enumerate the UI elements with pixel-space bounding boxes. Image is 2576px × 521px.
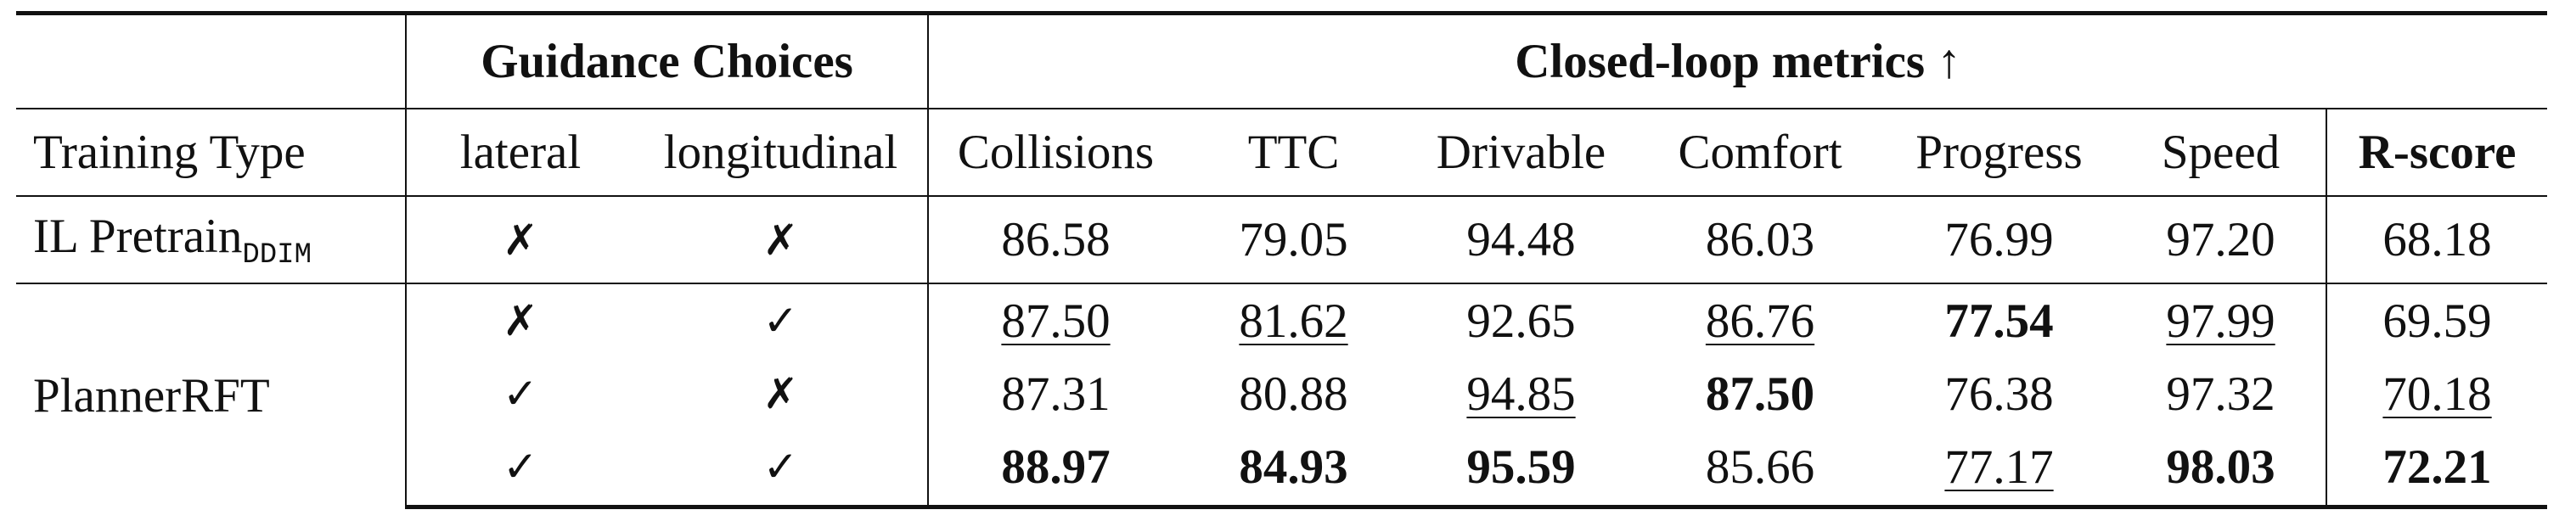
row-label: IL PretrainDDIM bbox=[16, 196, 407, 284]
guidance-cell: ✓ bbox=[634, 430, 930, 509]
column-header: longitudinal bbox=[634, 109, 930, 197]
label-text: PlannerRFT bbox=[33, 368, 270, 423]
metric-cell: 77.17 bbox=[1882, 430, 2117, 509]
metric-cell: 86.58 bbox=[928, 196, 1184, 284]
column-header: TTC bbox=[1183, 109, 1405, 197]
label-subscript: DDIM bbox=[242, 238, 312, 272]
guidance-cell: ✗ bbox=[634, 196, 930, 284]
metric-cell: 88.97 bbox=[928, 430, 1184, 509]
metric-cell: 94.48 bbox=[1404, 196, 1639, 284]
metric-cell: 97.32 bbox=[2116, 357, 2328, 430]
row-group: IL PretrainDDIM ✗ ✗ 86.58 79.05 94.48 86.03 76.… bbox=[16, 196, 2548, 284]
guidance-cell: ✓ bbox=[634, 283, 930, 357]
metric-cell: 76.99 bbox=[1882, 196, 2117, 284]
label-text: IL Pretrain bbox=[33, 209, 243, 263]
row-group: PlannerRFT ✗ ✓ 87.50 81.62 92.65 86.76 77.54 97.… bbox=[16, 283, 2548, 509]
column-header: Speed bbox=[2116, 109, 2328, 197]
metric-cell: 70.18 bbox=[2382, 367, 2492, 421]
metric-cell: 72.21 bbox=[2326, 430, 2548, 509]
metric-cell: 98.03 bbox=[2116, 430, 2328, 509]
empty-header bbox=[16, 11, 407, 109]
metric-cell: 84.93 bbox=[1183, 430, 1405, 509]
table-row: IL PretrainDDIM ✗ ✗ 86.58 79.05 94.48 86.03 76.… bbox=[16, 196, 2548, 284]
metric-cell: 68.18 bbox=[2326, 196, 2548, 284]
column-header: R-score bbox=[2326, 109, 2548, 197]
metric-cell: 79.05 bbox=[1183, 196, 1405, 284]
row-label: PlannerRFT bbox=[16, 283, 407, 507]
results-table: Guidance Choices Closed-loop metrics ↑ T… bbox=[16, 11, 2548, 509]
metric-cell: 77.54 bbox=[1944, 294, 2054, 348]
group-header: Closed-loop metrics ↑ bbox=[928, 11, 2548, 109]
metric-cell: 80.88 bbox=[1239, 367, 1348, 421]
metric-cell: 86.76 bbox=[1705, 294, 1815, 348]
guidance-cell: ✗ bbox=[503, 296, 538, 345]
metric-cell: 69.59 bbox=[2382, 294, 2492, 348]
guidance-cell: ✓ bbox=[503, 369, 538, 418]
group-header: Guidance Choices bbox=[406, 11, 930, 109]
column-header: Comfort bbox=[1638, 109, 1883, 197]
table-row: ✓ ✓ 88.97 84.93 95.59 85.66 77.17 98.03 72.21 bbox=[16, 430, 2548, 509]
column-header: Progress bbox=[1882, 109, 2117, 197]
metric-cell: 81.62 bbox=[1239, 294, 1348, 348]
metric-cell: 86.03 bbox=[1638, 196, 1883, 284]
metric-cell: 97.20 bbox=[2116, 196, 2328, 284]
column-header: Collisions bbox=[928, 109, 1184, 197]
guidance-cell: ✗ bbox=[634, 357, 930, 430]
metric-cell: 87.50 bbox=[1001, 294, 1111, 348]
metric-cell: 94.85 bbox=[1466, 367, 1576, 421]
metric-cell: 87.31 bbox=[1001, 367, 1111, 421]
table-row: ✓ ✗ 87.31 80.88 94.85 87.50 76.38 97.32 70.18 bbox=[16, 357, 2547, 430]
metric-cell: 76.38 bbox=[1944, 367, 2054, 421]
metric-cell: 97.99 bbox=[2116, 283, 2328, 357]
table-row: PlannerRFT ✗ ✓ 87.50 81.62 92.65 86.76 77.54 97.… bbox=[16, 283, 2547, 507]
guidance-cell: ✓ bbox=[406, 430, 634, 509]
column-header: Drivable bbox=[1404, 109, 1639, 197]
column-header: lateral bbox=[406, 109, 634, 197]
metric-cell: 85.66 bbox=[1638, 430, 1883, 509]
column-header: Training Type bbox=[16, 109, 407, 197]
metric-cell: 95.59 bbox=[1404, 430, 1639, 509]
metric-cell: 87.50 bbox=[1705, 367, 1815, 421]
metric-cell: 92.65 bbox=[1466, 294, 1576, 348]
guidance-cell: ✗ bbox=[406, 196, 634, 284]
